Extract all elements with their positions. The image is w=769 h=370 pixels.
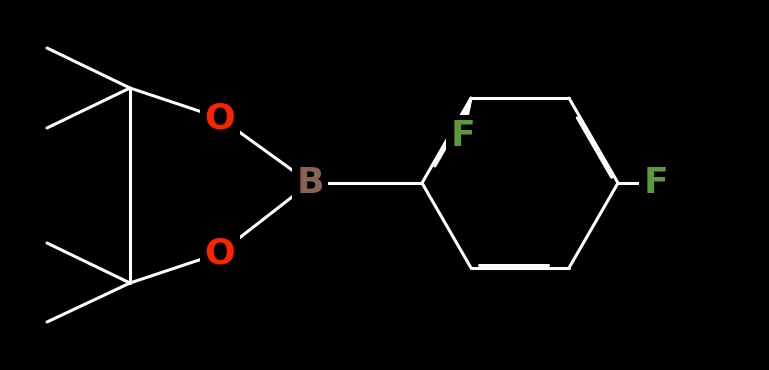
Text: O: O: [205, 101, 235, 135]
Text: O: O: [205, 236, 235, 270]
Text: F: F: [451, 119, 475, 153]
Text: B: B: [296, 166, 324, 200]
Text: F: F: [644, 166, 668, 200]
